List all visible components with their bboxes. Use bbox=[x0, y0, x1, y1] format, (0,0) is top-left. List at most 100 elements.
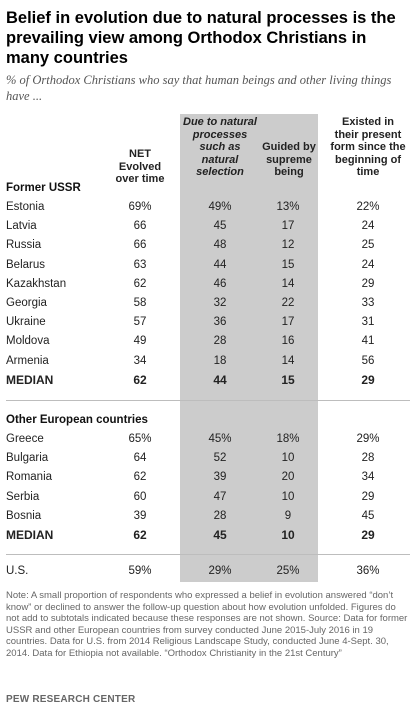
table-row: Belarus 63 44 15 24 bbox=[0, 256, 416, 275]
row-label: Bulgaria bbox=[6, 452, 49, 465]
table-cell: 48 bbox=[213, 239, 227, 252]
table-cell: 10 bbox=[281, 452, 295, 465]
table-cell: 25% bbox=[276, 565, 300, 577]
table-cell: 15 bbox=[281, 373, 295, 387]
table-cell: 29% bbox=[356, 433, 380, 445]
table-cell: 65% bbox=[128, 433, 152, 445]
table-cell: 45 bbox=[213, 528, 227, 542]
table-cell: 20 bbox=[281, 471, 295, 484]
table-cell: 9 bbox=[284, 509, 292, 522]
table-cell: 13% bbox=[276, 201, 300, 213]
table-cell: 28 bbox=[213, 509, 227, 522]
row-label: Armenia bbox=[6, 354, 49, 367]
table-cell: 56 bbox=[361, 354, 375, 367]
table-cell: 29% bbox=[208, 565, 232, 577]
table-cell: 32 bbox=[213, 297, 227, 309]
table-row: Kazakhstan 62 46 14 29 bbox=[0, 275, 416, 294]
table-cell: 28 bbox=[361, 452, 375, 465]
highlighted-column-background bbox=[180, 114, 318, 582]
table-row: Estonia 69% 49% 13% 22% bbox=[0, 198, 416, 217]
table-row: Bosnia 39 28 9 45 bbox=[0, 507, 416, 526]
row-label: Moldova bbox=[6, 335, 50, 348]
row-label: Russia bbox=[6, 239, 42, 252]
table-cell: 18% bbox=[276, 433, 300, 445]
table-cell: 62 bbox=[133, 277, 147, 290]
row-label: Greece bbox=[6, 433, 44, 445]
table-cell: 29 bbox=[361, 373, 375, 387]
table-cell: 63 bbox=[133, 258, 147, 271]
table-cell: 22% bbox=[356, 201, 380, 213]
chart-note: Note: A small proportion of respondents … bbox=[6, 590, 408, 659]
column-header-net-evolved: NET Evolved over time bbox=[115, 148, 165, 185]
table-row: Ukraine 57 36 17 31 bbox=[0, 313, 416, 332]
section-divider bbox=[6, 400, 410, 401]
table-row: Bulgaria 64 52 10 28 bbox=[0, 449, 416, 468]
row-label: MEDIAN bbox=[6, 528, 54, 542]
table-cell: 34 bbox=[361, 471, 375, 484]
table-row: Moldova 49 28 16 41 bbox=[0, 332, 416, 351]
table-row: Serbia 60 47 10 29 bbox=[0, 488, 416, 507]
column-header-existed: Existed in their present form since the … bbox=[330, 116, 406, 178]
us-divider bbox=[6, 554, 410, 555]
row-label: Romania bbox=[6, 471, 53, 484]
table-cell: 41 bbox=[361, 335, 375, 348]
table-cell: 57 bbox=[133, 316, 147, 329]
table-cell: 58 bbox=[133, 297, 147, 309]
table-cell: 49% bbox=[208, 201, 232, 213]
table-cell: 60 bbox=[133, 490, 147, 503]
table-cell: 36 bbox=[213, 316, 227, 329]
table-cell: 39 bbox=[213, 471, 227, 484]
table-cell: 45% bbox=[208, 433, 232, 445]
table-cell: 44 bbox=[213, 258, 227, 271]
table-cell: 46 bbox=[213, 277, 227, 290]
median-row: MEDIAN 62 45 10 29 bbox=[0, 526, 416, 545]
table-cell: 62 bbox=[133, 471, 147, 484]
table-cell: 62 bbox=[133, 373, 147, 387]
row-label: Bosnia bbox=[6, 509, 42, 522]
table-cell: 34 bbox=[133, 354, 147, 367]
table-cell: 24 bbox=[361, 220, 375, 233]
row-label: MEDIAN bbox=[6, 373, 54, 387]
table-cell: 14 bbox=[281, 354, 295, 367]
table-row: Armenia 34 18 14 56 bbox=[0, 352, 416, 371]
table-cell: 29 bbox=[361, 528, 375, 542]
table-cell: 22 bbox=[281, 297, 295, 309]
row-label: Latvia bbox=[6, 220, 37, 233]
section-label-former-ussr: Former USSR bbox=[6, 182, 81, 194]
table-row: U.S. 59% 29% 25% 36% bbox=[0, 562, 416, 581]
table-cell: 47 bbox=[213, 490, 227, 503]
table-cell: 39 bbox=[133, 509, 147, 522]
table-cell: 33 bbox=[361, 297, 375, 309]
table-cell: 31 bbox=[361, 316, 375, 329]
row-label: Kazakhstan bbox=[6, 277, 67, 290]
table-cell: 12 bbox=[281, 239, 295, 252]
table-cell: 69% bbox=[128, 201, 152, 213]
table-cell: 44 bbox=[213, 373, 227, 387]
table-cell: 66 bbox=[133, 220, 147, 233]
median-row: MEDIAN 62 44 15 29 bbox=[0, 371, 416, 390]
column-header-natural-processes: Due to natural processes such as natural… bbox=[183, 116, 257, 178]
table-cell: 29 bbox=[361, 490, 375, 503]
table-row: Russia 66 48 12 25 bbox=[0, 236, 416, 255]
row-label: Belarus bbox=[6, 258, 45, 271]
table-cell: 66 bbox=[133, 239, 147, 252]
chart-subtitle: % of Orthodox Christians who say that hu… bbox=[6, 73, 392, 103]
table-cell: 24 bbox=[361, 258, 375, 271]
table-cell: 49 bbox=[133, 335, 147, 348]
table-cell: 18 bbox=[213, 354, 227, 367]
table-cell: 10 bbox=[281, 528, 295, 542]
table-row: Romania 62 39 20 34 bbox=[0, 468, 416, 487]
table-cell: 14 bbox=[281, 277, 295, 290]
table-cell: 10 bbox=[281, 490, 295, 503]
table-row: Georgia 58 32 22 33 bbox=[0, 294, 416, 313]
row-label: Serbia bbox=[6, 490, 40, 503]
section-label-other-european: Other European countries bbox=[6, 414, 148, 426]
table-cell: 28 bbox=[213, 335, 227, 348]
table-cell: 59% bbox=[128, 565, 152, 577]
row-label: Ukraine bbox=[6, 316, 46, 329]
row-label: U.S. bbox=[6, 565, 29, 577]
table-cell: 62 bbox=[133, 528, 147, 542]
table-cell: 36% bbox=[356, 565, 380, 577]
table-cell: 25 bbox=[361, 239, 375, 252]
table-cell: 17 bbox=[281, 220, 295, 233]
